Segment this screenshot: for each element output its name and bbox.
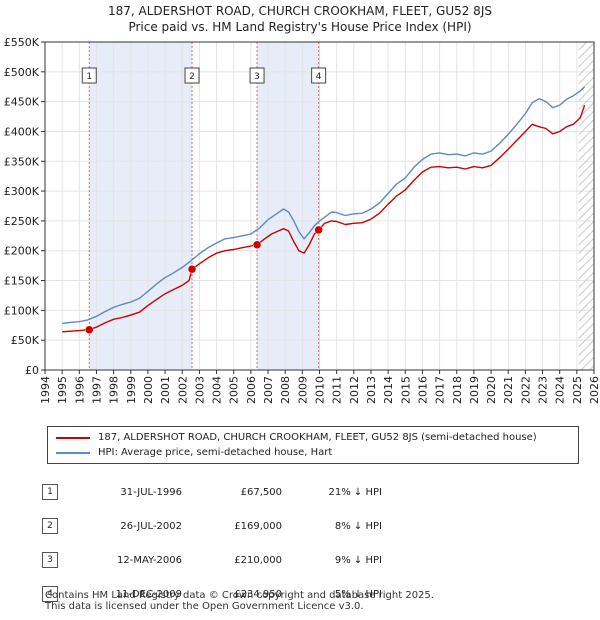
legend-swatch-hpi — [56, 452, 90, 454]
x-tick-label: 2023 — [537, 376, 550, 404]
legend-label-hpi: HPI: Average price, semi-detached house,… — [98, 447, 333, 458]
x-tick-label: 2024 — [554, 376, 567, 404]
price-chart: 1 2 3 4 £0 £50K £100K £150K £200K £250K £300K £350… — [4, 36, 600, 404]
y-tick-label: £150K — [4, 275, 40, 288]
projection-hatch — [578, 42, 594, 370]
x-tick-label: 2016 — [416, 376, 429, 404]
sale-marker-label: 4 — [316, 72, 322, 82]
footer-attribution: Contains HM Land Registry data © Crown c… — [45, 590, 434, 612]
table-row: 3 12-MAY-2006 £210,000 9% ↓ HPI — [42, 543, 382, 577]
x-tick-label: 2022 — [519, 376, 532, 404]
sale-point — [85, 325, 94, 334]
x-tick-label: 1996 — [73, 376, 86, 404]
chart-title-line2: Price paid vs. HM Land Registry's House … — [128, 20, 472, 34]
sale-number-badge: 4 — [42, 586, 58, 602]
sale-point — [252, 240, 262, 250]
x-tick-label: 2004 — [211, 376, 224, 404]
x-tick-label: 2020 — [485, 376, 498, 404]
x-tick-label: 2012 — [348, 376, 361, 404]
sale-number-badge: 1 — [42, 484, 58, 500]
y-tick-label: £450K — [4, 96, 40, 109]
x-tick-label: 2001 — [159, 376, 172, 404]
sale-date: 11-DEC-2009 — [115, 588, 182, 600]
x-tick-label: 2025 — [571, 376, 584, 404]
x-tick-label: 2011 — [331, 376, 344, 404]
y-tick-label: £250K — [4, 215, 40, 228]
legend-item-hpi: HPI: Average price, semi-detached house,… — [56, 446, 332, 460]
ownership-period-shade — [257, 42, 319, 370]
x-tick-label: 1998 — [108, 376, 121, 404]
sale-point — [187, 264, 197, 274]
y-tick-label: £0 — [25, 364, 39, 377]
chart-title-line1: 187, ALDERSHOT ROAD, CHURCH CROOKHAM, FL… — [108, 4, 492, 18]
footer-line1: Contains HM Land Registry data © Crown c… — [45, 590, 434, 601]
x-tick-label: 2017 — [434, 376, 447, 404]
legend-swatch-property — [56, 437, 90, 439]
sale-price: £210,000 — [234, 554, 282, 566]
x-tick-label: 1999 — [125, 376, 138, 404]
x-tick-label: 2015 — [399, 376, 412, 404]
ownership-period-shade — [89, 42, 193, 370]
table-row: 4 11-DEC-2009 £234,950 5% ↓ HPI — [42, 577, 382, 611]
x-tick-label: 2013 — [365, 376, 378, 404]
sale-hpi-comparison: 21% ↓ HPI — [328, 486, 382, 498]
sale-marker-box — [184, 67, 200, 84]
sale-price: £234,950 — [234, 588, 282, 600]
sale-number-badge: 2 — [42, 518, 58, 534]
sale-hpi-comparison: 8% ↓ HPI — [334, 520, 382, 532]
x-tick-label: 1995 — [56, 376, 69, 404]
y-tick-label: £500K — [4, 66, 40, 79]
y-tick-label: £100K — [4, 304, 40, 317]
y-tick-label: £300K — [4, 185, 40, 198]
x-tick-label: 2007 — [262, 376, 275, 404]
x-tick-label: 2026 — [588, 376, 600, 404]
x-tick-label: 1997 — [90, 376, 103, 404]
x-tick-label: 2000 — [142, 376, 155, 404]
y-tick-label: £400K — [4, 125, 40, 138]
sale-hpi-comparison: 5% ↓ HPI — [334, 588, 382, 600]
legend-label-property: 187, ALDERSHOT ROAD, CHURCH CROOKHAM, FL… — [98, 432, 537, 443]
sale-date: 12-MAY-2006 — [116, 554, 182, 566]
table-row: 2 26-JUL-2002 £169,000 8% ↓ HPI — [42, 509, 382, 543]
sale-date: 31-JUL-1996 — [120, 486, 182, 498]
x-tick-label: 2021 — [502, 376, 515, 404]
chart-legend: 187, ALDERSHOT ROAD, CHURCH CROOKHAM, FL… — [47, 426, 579, 464]
sale-marker-box — [311, 67, 327, 84]
sale-price: £169,000 — [234, 520, 282, 532]
sale-marker-box — [81, 67, 97, 84]
sale-marker-label: 3 — [254, 72, 260, 82]
sale-price: £67,500 — [240, 486, 282, 498]
x-tick-label: 2009 — [296, 376, 309, 404]
x-tick-label: 2008 — [279, 376, 292, 404]
x-tick-label: 2003 — [193, 376, 206, 404]
x-tick-label: 2010 — [314, 376, 327, 404]
x-tick-label: 2019 — [468, 376, 481, 404]
table-row: 1 31-JUL-1996 £67,500 21% ↓ HPI — [42, 475, 382, 509]
x-tick-label: 2006 — [245, 376, 258, 404]
x-tick-label: 2002 — [176, 376, 189, 404]
y-tick-label: £50K — [11, 334, 40, 347]
y-tick-label: £200K — [4, 245, 40, 258]
sale-marker-box — [249, 67, 265, 84]
transactions-table: 1 31-JUL-1996 £67,500 21% ↓ HPI 2 26-JUL… — [42, 475, 382, 611]
x-tick-label: 2018 — [451, 376, 464, 404]
sale-hpi-comparison: 9% ↓ HPI — [334, 554, 382, 566]
footer-line2: This data is licensed under the Open Gov… — [45, 601, 364, 612]
sale-marker-label: 2 — [189, 72, 195, 82]
x-tick-label: 2005 — [228, 376, 241, 404]
sale-number-badge: 3 — [42, 552, 58, 568]
x-tick-label: 1994 — [39, 376, 52, 404]
hpi-line — [62, 86, 586, 325]
sale-point — [314, 225, 323, 235]
legend-item-property: 187, ALDERSHOT ROAD, CHURCH CROOKHAM, FL… — [56, 431, 537, 445]
y-tick-label: £350K — [4, 155, 40, 168]
sale-marker-label: 1 — [86, 72, 92, 82]
sale-date: 26-JUL-2002 — [120, 520, 182, 532]
y-tick-label: £550K — [4, 36, 40, 49]
x-tick-label: 2014 — [382, 376, 395, 404]
